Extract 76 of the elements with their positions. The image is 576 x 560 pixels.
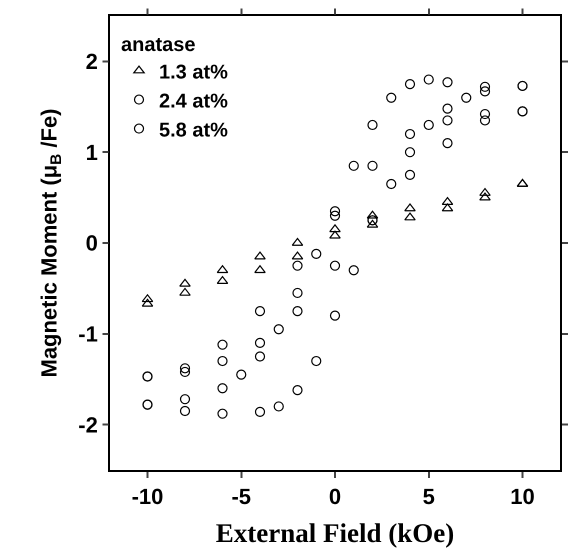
point — [292, 260, 303, 271]
point — [479, 188, 491, 196]
point — [442, 104, 453, 114]
point — [180, 366, 190, 378]
point — [480, 82, 490, 92]
point — [329, 224, 341, 232]
legend-title: anatase — [121, 34, 196, 56]
point — [404, 79, 416, 90]
point — [404, 128, 416, 140]
point — [348, 265, 359, 276]
legend-label: 2.4 at% — [159, 90, 228, 112]
point — [442, 203, 454, 212]
point — [180, 394, 190, 404]
y-tick-label: 2 — [86, 49, 98, 74]
point — [179, 288, 191, 296]
point — [424, 120, 434, 130]
point — [330, 260, 340, 271]
point — [254, 306, 266, 316]
point — [292, 306, 303, 316]
point — [404, 212, 416, 220]
point — [404, 203, 416, 212]
point — [142, 298, 154, 307]
point — [386, 178, 396, 190]
point — [442, 77, 453, 88]
y-tick-label: -2 — [78, 412, 98, 438]
point — [180, 406, 190, 416]
point — [254, 351, 266, 362]
point — [236, 370, 246, 380]
point — [330, 310, 340, 321]
point — [442, 115, 453, 126]
x-tick-label: 10 — [510, 484, 535, 510]
point — [367, 160, 378, 171]
point — [367, 120, 378, 130]
point — [404, 147, 416, 158]
point — [292, 385, 303, 396]
point — [480, 115, 490, 126]
point — [292, 238, 304, 246]
x-axis-title: External Field (kOe) — [216, 518, 454, 548]
point — [404, 170, 416, 180]
point — [424, 74, 434, 85]
x-tick-label: 5 — [422, 484, 435, 510]
point — [330, 206, 340, 216]
point — [461, 92, 472, 103]
point — [311, 248, 322, 259]
point — [274, 401, 284, 412]
point — [274, 324, 284, 334]
point — [311, 356, 322, 366]
point — [366, 210, 378, 219]
point — [480, 108, 490, 120]
y-tick-label: 1 — [86, 140, 98, 165]
x-tick-label: -5 — [231, 484, 252, 510]
point — [329, 230, 341, 239]
point — [180, 363, 190, 374]
point — [142, 294, 154, 302]
point — [216, 265, 228, 274]
point — [179, 278, 191, 287]
point — [330, 210, 340, 221]
legend-label: 5.8 at% — [159, 119, 228, 142]
x-tick-label: -10 — [132, 484, 164, 510]
point — [348, 160, 359, 171]
point — [254, 406, 266, 417]
x-tick-label: 0 — [328, 484, 342, 510]
point — [254, 338, 266, 348]
point — [480, 86, 490, 96]
point — [366, 220, 378, 228]
y-tick-label: -1 — [78, 322, 98, 346]
point — [386, 92, 396, 103]
point — [254, 265, 266, 274]
point — [217, 340, 228, 350]
point — [292, 288, 303, 298]
point — [442, 138, 453, 148]
point — [217, 356, 228, 366]
legend-label: 1.3 at% — [159, 61, 228, 84]
point — [217, 408, 228, 419]
y-tick-label: 0 — [86, 230, 98, 256]
point — [217, 383, 228, 394]
